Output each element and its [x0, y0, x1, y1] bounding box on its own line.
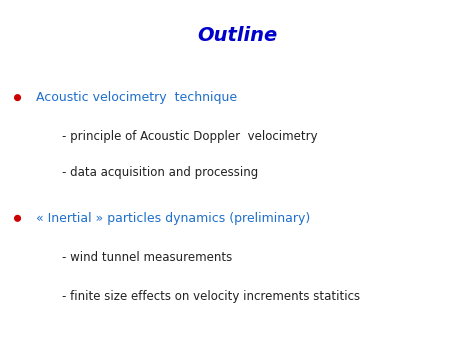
- Text: - wind tunnel measurements: - wind tunnel measurements: [62, 251, 232, 264]
- Text: Acoustic velocimetry  technique: Acoustic velocimetry technique: [36, 91, 237, 104]
- Ellipse shape: [15, 215, 20, 221]
- Text: Outline: Outline: [197, 26, 277, 45]
- Text: - finite size effects on velocity increments statitics: - finite size effects on velocity increm…: [62, 290, 360, 303]
- Text: « Inertial » particles dynamics (preliminary): « Inertial » particles dynamics (prelimi…: [36, 212, 310, 225]
- Text: - principle of Acoustic Doppler  velocimetry: - principle of Acoustic Doppler velocime…: [62, 130, 317, 143]
- Text: - data acquisition and processing: - data acquisition and processing: [62, 166, 258, 179]
- Ellipse shape: [15, 95, 20, 100]
